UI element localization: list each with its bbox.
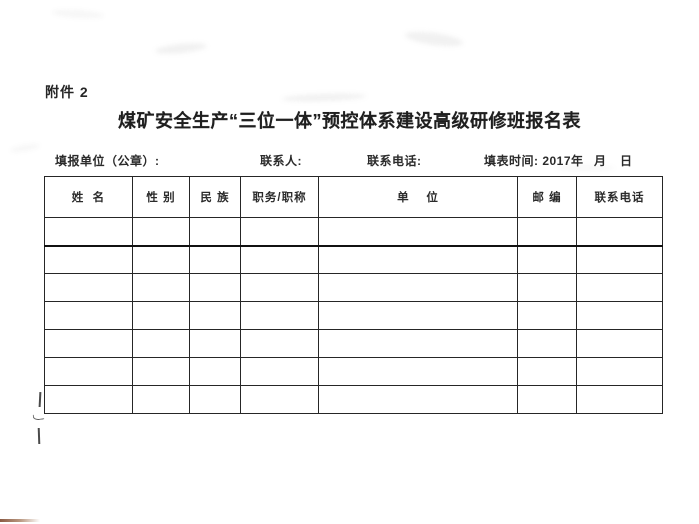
column-header-name: 姓 名 [44,176,133,218]
table-cell [240,329,319,358]
table-cell [318,357,518,386]
table-cell [44,301,133,330]
table-cell [44,273,133,302]
ink-mark [37,427,40,445]
table-cell [240,217,319,247]
table-cell [189,273,241,302]
column-header-gender: 性 别 [132,176,190,218]
table-cell [576,301,663,330]
table-cell [576,217,663,247]
table-cell [517,385,577,414]
table-cell [44,217,133,247]
column-header-unit: 单 位 [318,176,518,218]
table-cell [44,329,133,358]
table-cell [318,245,518,274]
table-cell [132,385,190,414]
table-cell [240,301,319,330]
table-cell [132,301,190,330]
table-cell [189,385,241,414]
table-cell [132,245,190,274]
table-cell [44,357,133,386]
table-row [44,385,663,414]
scan-edge-artifact [0,519,40,522]
table-cell [189,245,241,274]
table-cell [517,329,577,358]
form-info-line: 填报单位（公章）: 联系人: 联系电话: 填表时间: 2017年 月 日 [0,152,699,170]
column-header-postcode: 邮 编 [517,176,577,218]
scan-smudge [154,41,208,56]
table-cell [318,217,518,247]
scan-smudge [51,8,105,20]
ink-mark [32,413,45,421]
day-label: 日 [620,154,633,168]
table-body [44,217,663,414]
contact-person-label: 联系人: [260,154,302,168]
table-cell [576,245,663,274]
reporting-unit-label: 填报单位（公章）: [55,154,160,168]
table-row [44,245,663,274]
table-row [44,329,663,358]
table-cell [517,273,577,302]
column-header-position: 职务/职称 [240,176,319,218]
attachment-label: 附件 2 [45,84,89,100]
table-cell [576,273,663,302]
table-cell [240,357,319,386]
table-cell [240,385,319,414]
table-cell [517,217,577,247]
table-row [44,217,663,247]
table-cell [189,217,241,247]
table-header-row: 姓 名 性 别 民 族 职务/职称 单 位 邮 编 联系电话 [44,176,663,218]
table-cell [132,217,190,247]
column-header-ethnic: 民 族 [189,176,241,218]
table-row [44,357,663,386]
table-cell [240,273,319,302]
table-cell [189,357,241,386]
table-cell [318,273,518,302]
table-cell [318,301,518,330]
scan-smudge [281,92,367,103]
table-cell [517,245,577,274]
table-cell [240,245,319,274]
table-cell [517,301,577,330]
month-label: 月 [594,154,607,168]
table-cell [576,385,663,414]
scan-smudge [404,29,464,49]
table-cell [44,245,133,274]
table-cell [132,329,190,358]
table-cell [132,357,190,386]
table-cell [318,385,518,414]
table-cell [44,385,133,414]
registration-table: 姓 名 性 别 民 族 职务/职称 单 位 邮 编 联系电话 [44,176,663,414]
fill-date-label: 填表时间: 2017年 [484,154,584,168]
table-row [44,301,663,330]
contact-phone-label: 联系电话: [367,154,422,168]
table-cell [189,301,241,330]
table-cell [189,329,241,358]
table-cell [517,357,577,386]
ink-mark [38,391,41,408]
table-row [44,273,663,302]
table-cell [576,357,663,386]
scan-smudge [555,165,615,171]
column-header-phone: 联系电话 [576,176,663,218]
table-cell [318,329,518,358]
document-title: 煤矿安全生产“三位一体”预控体系建设高级研修班报名表 [118,111,581,131]
table-cell [132,273,190,302]
table-cell [576,329,663,358]
